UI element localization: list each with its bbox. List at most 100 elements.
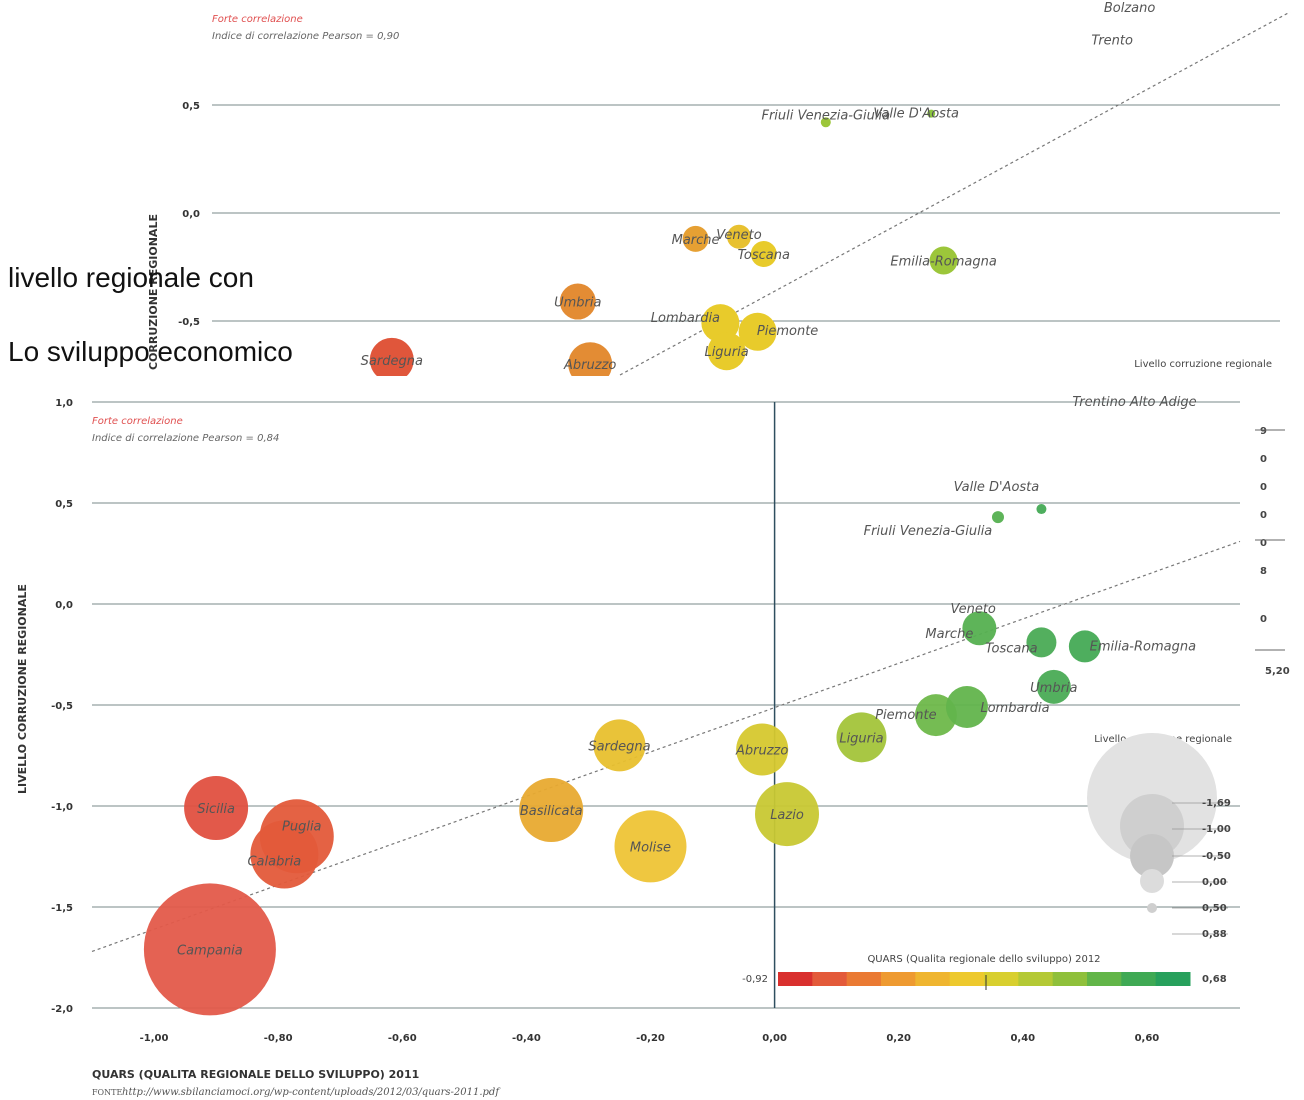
top-point-label: Bolzano — [1104, 1, 1156, 16]
y-tick-label: -1,5 — [51, 903, 73, 914]
colorbar-title: QUARS (Qualita regionale dello sviluppo)… — [867, 954, 1100, 965]
point-label: Sicilia — [197, 802, 235, 817]
right-partial-legend: 9 0 0 0 0 8 0 5,20 — [1255, 426, 1290, 677]
point-label: Veneto — [950, 602, 995, 617]
x-tick-labels: -1,00 -0,80 -0,60 -0,40 -0,20 0,00 0,20 0,40 0,6… — [140, 1033, 1160, 1044]
top-gridlines: 0,5 0,0 -0,5 — [178, 101, 1280, 328]
size-legend-value: -1,00 — [1202, 824, 1231, 835]
data-point — [143, 883, 276, 1016]
top-point-label: Umbria — [554, 296, 601, 311]
colorbar-segment — [984, 972, 1019, 986]
top-data-point — [727, 224, 751, 249]
top-point-label: Emilia-Romagna — [890, 255, 996, 270]
right-partial-tick: 9 — [1260, 426, 1267, 437]
x-tick-label: 0,00 — [762, 1033, 787, 1044]
data-point — [1036, 669, 1071, 704]
top-point-label: Lombardia — [651, 311, 720, 326]
top-point-label: Sardegna — [361, 354, 423, 369]
colorbar-segment — [1155, 972, 1191, 986]
point-label: Trentino Alto Adige — [1072, 395, 1196, 410]
top-points: Bolzano Trento Friuli Venezia-GiuliaValle … — [361, 1, 1156, 387]
colorbar-segments — [778, 972, 1191, 986]
point-label: Basilicata — [520, 804, 583, 819]
point-label: Lombardia — [980, 701, 1049, 716]
x-tick-label: -1,00 — [140, 1033, 169, 1044]
top-point-label: Friuli Venezia-Giulia — [761, 108, 890, 123]
top-point-label: Veneto — [716, 228, 761, 243]
colorbar-segment — [1121, 972, 1157, 986]
data-point — [1036, 504, 1047, 515]
data-point — [836, 712, 887, 763]
point-label: Umbria — [1030, 681, 1077, 696]
data-point — [1026, 627, 1057, 658]
caption-line-1: livello regionale con — [8, 262, 254, 293]
size-legend-circle-4 — [1140, 869, 1164, 893]
colorbar-segment — [915, 972, 951, 986]
point-label: Friuli Venezia-Giulia — [864, 524, 993, 539]
top-point-label: Liguria — [704, 345, 748, 360]
size-legend-value: 0,50 — [1202, 903, 1227, 914]
y-tick-label: -2,0 — [51, 1004, 73, 1015]
x-tick-label: -0,60 — [388, 1033, 417, 1044]
data-point — [962, 611, 997, 646]
y-tick-label: 0,0 — [55, 600, 73, 611]
point-label: Liguria — [839, 731, 883, 746]
size-legend-value: 0,88 — [1202, 929, 1227, 940]
point-label: Abruzzo — [735, 743, 788, 758]
top-data-point — [738, 312, 777, 351]
caption-line-2: Lo sviluppo economico — [8, 336, 293, 367]
top-legend-title: Livello corruzione regionale — [1134, 359, 1272, 370]
x-tick-label: 0,40 — [1010, 1033, 1035, 1044]
top-point-label: Trento — [1091, 34, 1133, 49]
top-data-point — [568, 342, 613, 387]
y-tick-label: 1,0 — [55, 398, 73, 409]
size-legend-circle-5 — [1147, 903, 1157, 913]
top-data-point — [750, 241, 777, 268]
colorbar-segment — [881, 972, 916, 986]
point-label: Emilia-Romagna — [1090, 639, 1196, 654]
source-label: FONTE — [92, 1088, 122, 1097]
y-tick-label: 0,5 — [55, 499, 73, 510]
gridlines — [92, 401, 1240, 1009]
point-label: Sardegna — [588, 739, 650, 754]
right-partial-tick: 8 — [1260, 566, 1267, 577]
top-y-tick-label: 0,0 — [182, 209, 200, 220]
colorbar-segment — [949, 972, 985, 986]
size-legend-value: -0,50 — [1202, 851, 1231, 862]
top-y-tick-label: 0,5 — [182, 101, 200, 112]
data-point — [593, 719, 646, 772]
right-partial-tick: 0 — [1260, 614, 1267, 625]
source-url: http://www.sbilanciamoci.org/wp-content/… — [122, 1087, 501, 1098]
data-point — [250, 820, 319, 889]
y-tick-labels: 1,0 0,5 0,0 -0,5 -1,0 -1,5 -2,0 — [51, 398, 73, 1015]
trendline — [91, 540, 1241, 953]
right-partial-tick: 0 — [1260, 538, 1267, 549]
top-data-point — [682, 225, 709, 252]
note-pearson: Indice di correlazione Pearson = 0,84 — [92, 433, 279, 444]
top-data-point — [707, 332, 746, 371]
data-point — [519, 778, 584, 843]
x-tick-label: 0,20 — [886, 1033, 911, 1044]
size-legend-values: -1,69 -1,00 -0,50 0,00 0,50 0,88 — [1172, 798, 1231, 940]
data-point — [184, 776, 249, 841]
right-partial-tick: 0 — [1260, 454, 1267, 465]
point-label: Valle D'Aosta — [954, 480, 1040, 495]
data-point — [945, 686, 988, 729]
data-point — [1068, 630, 1101, 663]
point-label: Molise — [630, 840, 671, 855]
data-point — [991, 511, 1004, 524]
top-point-label: Abruzzo — [563, 358, 616, 373]
size-legend: Livello corruzione regionale -1,69-1,00-… — [1087, 733, 1232, 940]
point-label: Puglia — [282, 819, 322, 834]
colorbar-segment — [1018, 972, 1054, 986]
right-partial-tick: 0 — [1260, 482, 1267, 493]
right-partial-tick: 0 — [1260, 510, 1267, 521]
x-tick-label: -0,40 — [512, 1033, 541, 1044]
data-point — [614, 810, 687, 883]
x-axis-label: QUARS (QUALITA REGIONALE DELLO SVILUPPO)… — [92, 1068, 419, 1081]
colorbar-segment — [846, 972, 882, 986]
y-axis-label: LIVELLO CORRUZIONE REGIONALE — [16, 584, 29, 794]
size-legend-value: 0,00 — [1202, 877, 1227, 888]
point-label: Calabria — [247, 854, 301, 869]
